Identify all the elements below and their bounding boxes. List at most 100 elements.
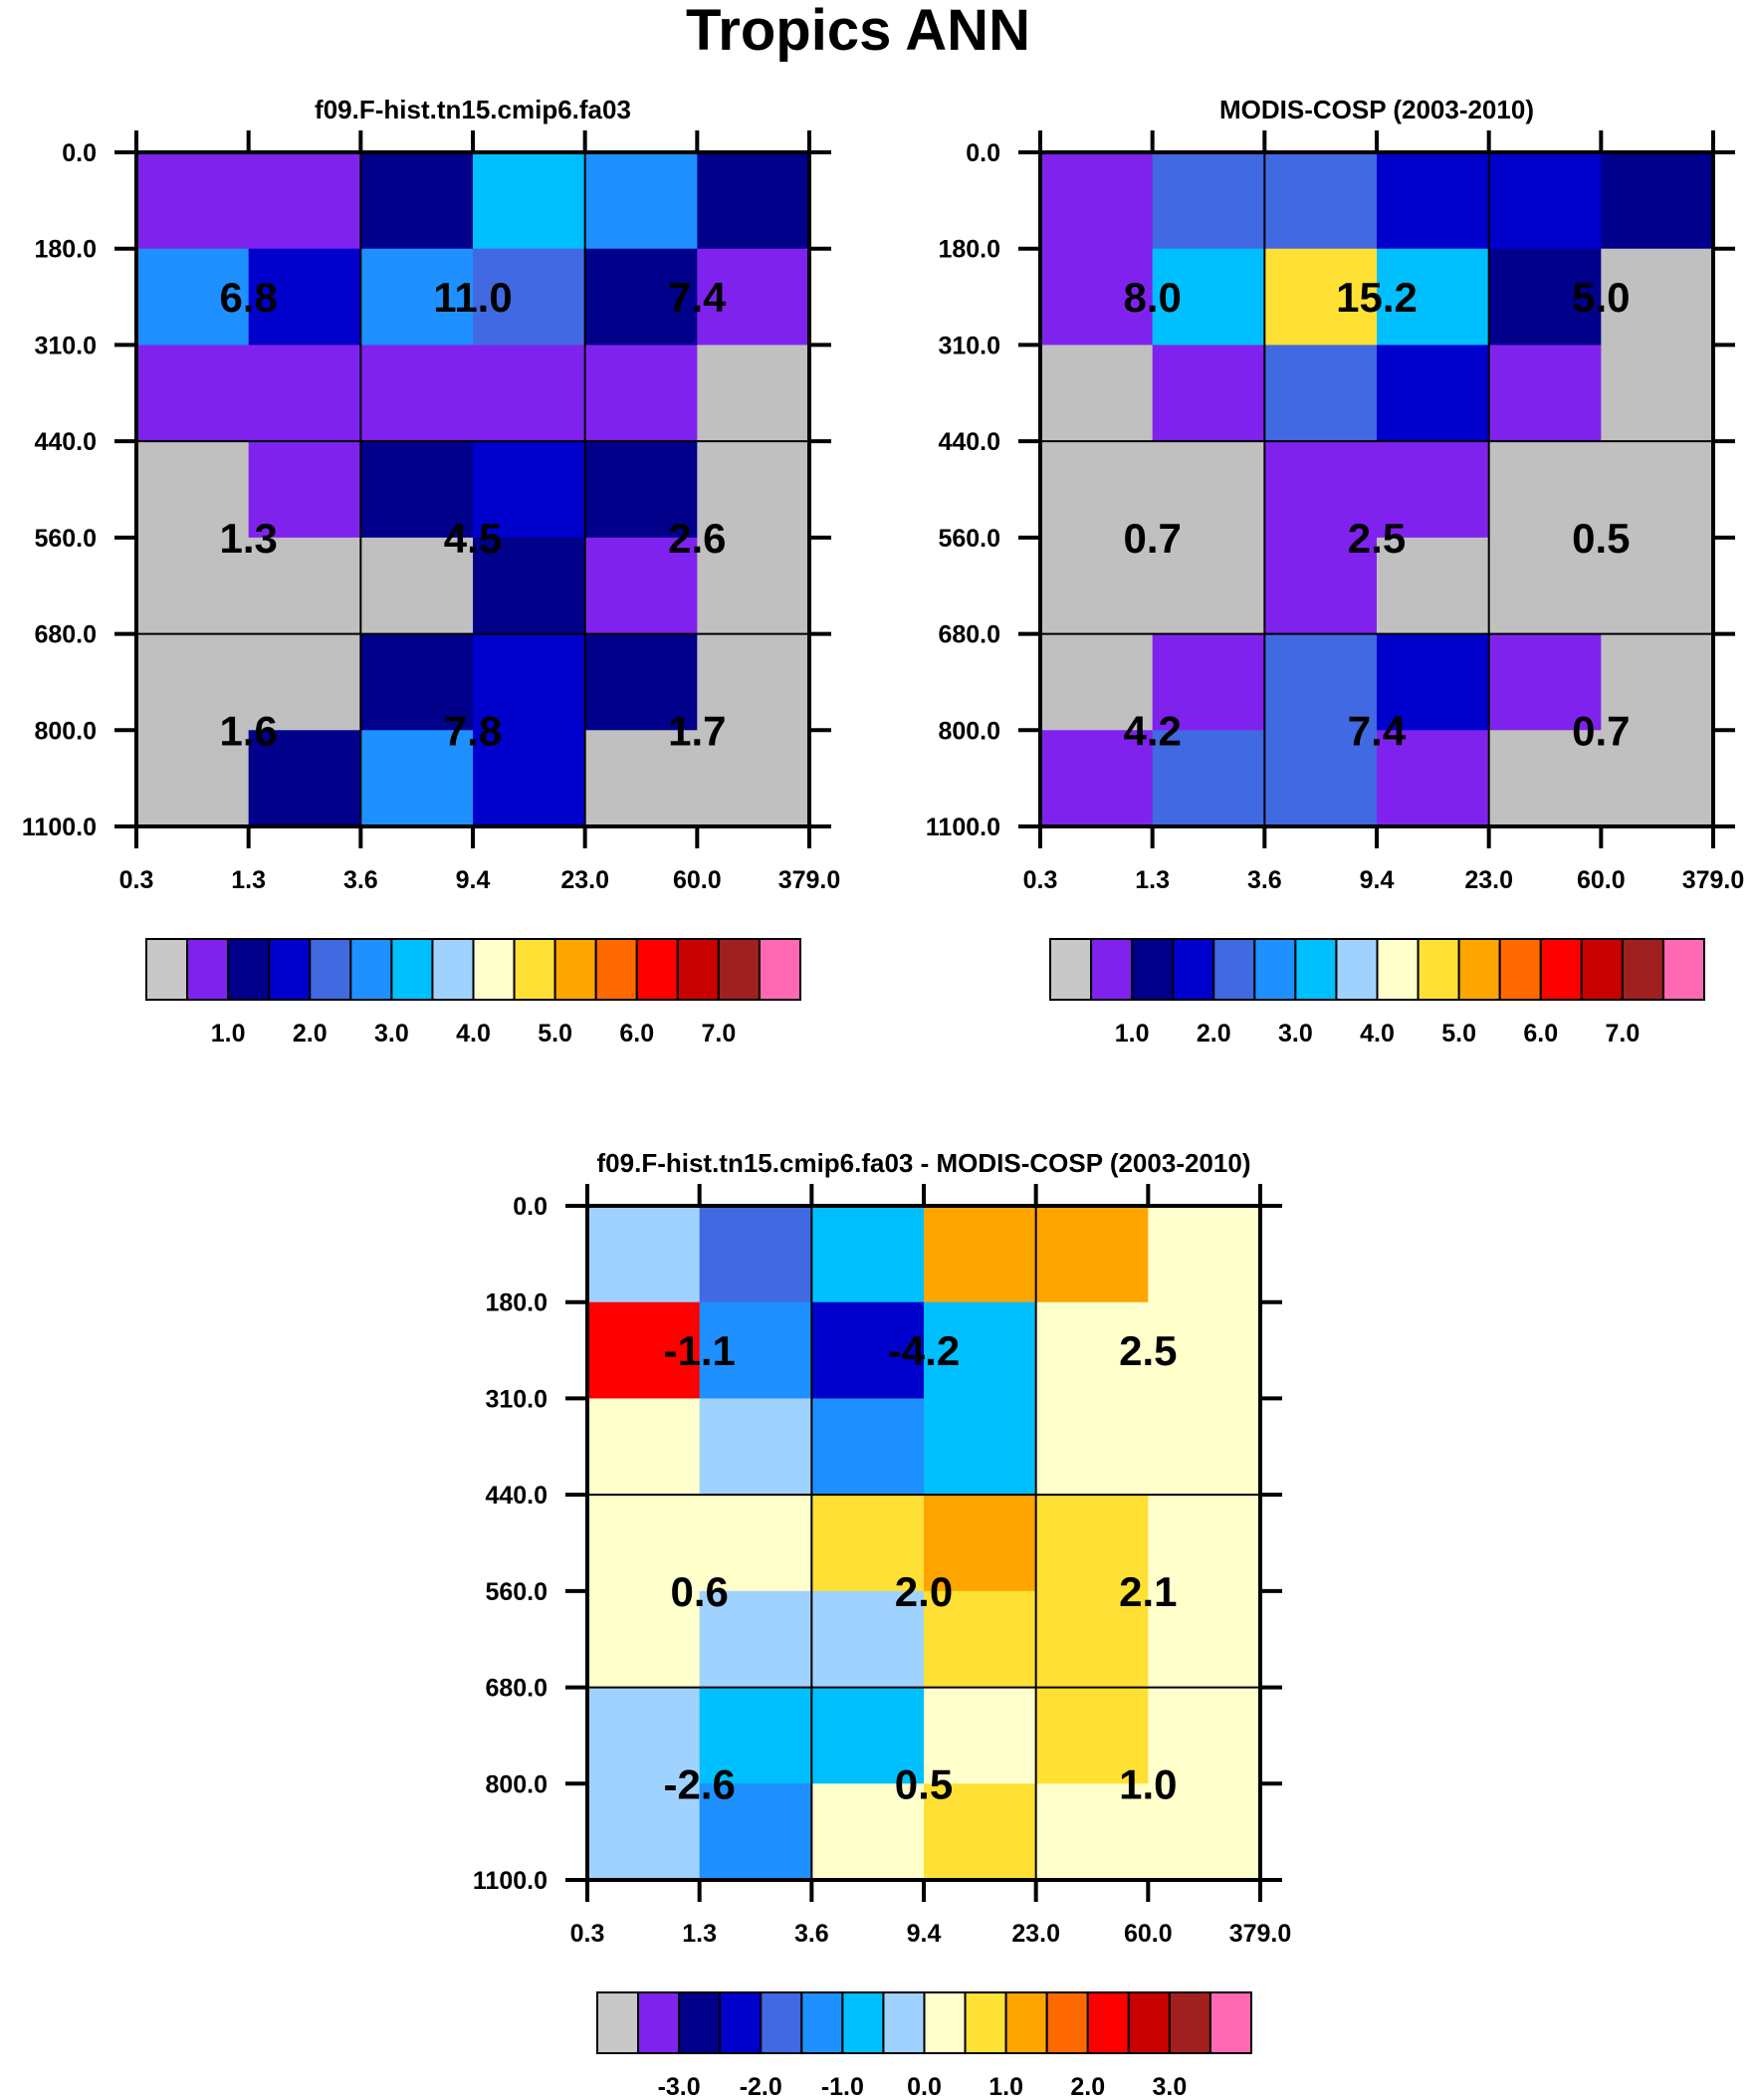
heatmap-cell [136,152,250,250]
colorbar-label: -1.0 [821,2073,864,2100]
y-tick-label: 560.0 [34,525,97,553]
heatmap-cell [1601,730,1714,827]
colorbar-label: 4.0 [456,1020,491,1048]
x-tick-label: 3.6 [794,1920,829,1948]
x-tick-label: 1.3 [231,866,266,894]
heatmap-panel-3: f09.F-hist.tn15.cmip6.fa03 - MODIS-COSP … [473,1148,1291,2100]
y-tick-label: 680.0 [485,1675,548,1703]
colorbar-box [1127,1991,1171,2054]
colorbar-box [553,938,597,1001]
heatmap-cell [248,345,361,442]
heatmap-cell [1377,152,1490,250]
colorbar-box [1208,1991,1252,2054]
colorbar: -3.0 -2.0 -1.0 0.0 1.0 2.0 3.0 [596,1991,1252,2100]
heatmap-cell [1035,1495,1149,1592]
x-tick-label: 3.6 [1247,866,1282,894]
block-value-label: 2.5 [1119,1327,1177,1374]
heatmap-cell [248,441,361,539]
heatmap-cell [587,1398,701,1496]
colorbar-box [1621,938,1664,1001]
y-tick-label: 180.0 [34,236,97,264]
colorbar-box [1090,938,1134,1001]
y-tick-label: 680.0 [34,621,97,649]
heatmap-cell [1148,1687,1261,1784]
heatmap-cell [1601,248,1714,347]
block-value-label: 1.7 [668,707,726,754]
heatmap-cell [1035,1301,1149,1400]
block-value-label: 0.6 [670,1568,728,1615]
x-tick-label: 0.3 [570,1920,605,1948]
x-tick-label: 60.0 [673,866,722,894]
x-tick-label: 379.0 [778,866,841,894]
block-value-label: -1.1 [663,1327,735,1374]
heatmap-cell [811,1495,925,1592]
heatmap-cell [1601,537,1714,635]
heatmap-cell [1377,633,1490,731]
colorbar-box [1294,938,1338,1001]
heatmap-cell [360,152,474,250]
colorbar-box [637,1991,681,2054]
heatmap-cell [924,1495,1037,1592]
block-value-label: 7.8 [444,707,502,754]
heatmap-cell [248,730,361,827]
heatmap-cell [1601,441,1714,539]
colorbar-box [1131,938,1175,1001]
heatmap-cell [1152,537,1265,635]
y-tick-label: 1100.0 [473,1867,548,1895]
heatmap-cell [473,441,586,539]
colorbar-box [1086,1991,1130,2054]
heatmap-cell [1377,730,1490,827]
colorbar-box [227,938,271,1001]
heatmap-cell [136,441,250,539]
heatmap-cell [584,441,698,539]
heatmap-cell [924,1206,1037,1303]
block-value-label: 4.2 [1123,707,1181,754]
heatmap-cell [136,537,250,635]
heatmap-cell [584,537,698,635]
colorbar-box [1376,938,1420,1001]
x-tick-label: 23.0 [1464,866,1513,894]
colorbar-box [186,938,230,1001]
heatmap-cell [699,1495,812,1592]
heatmap-cell [811,1590,925,1689]
heatmap-cell [587,1495,701,1592]
colorbar-label: 5.0 [538,1020,572,1048]
heatmap-cell [1488,730,1602,827]
colorbar-label: 0.0 [907,2073,942,2100]
panel-title: f09.F-hist.tn15.cmip6.fa03 - MODIS-COSP … [597,1148,1251,1178]
block-value-label: 15.2 [1336,274,1418,321]
heatmap-cell [1601,345,1714,442]
heatmap-cell [248,152,361,250]
heatmap-cell [584,345,698,442]
heatmap-cell [360,248,474,347]
block-value-label: 2.5 [1348,515,1406,562]
heatmap-cell [1488,441,1602,539]
heatmap-cell [584,152,698,250]
y-tick-label: 1100.0 [926,814,1000,841]
heatmap-cell [924,1301,1037,1400]
heatmap-cell [1040,345,1154,442]
colorbar-box [596,1991,640,2054]
colorbar-label: -2.0 [740,2073,782,2100]
colorbar-box [268,938,312,1001]
x-tick-label: 9.4 [907,1920,942,1948]
colorbar-box [472,938,516,1001]
x-tick-label: 9.4 [456,866,491,894]
y-tick-label: 0.0 [966,139,1000,167]
heatmap-cell [587,1301,701,1400]
heatmap-cell [136,248,250,347]
colorbar-label: 2.0 [1070,2073,1105,2100]
heatmap-cell [1035,1687,1149,1784]
heatmap-cell [1152,152,1265,250]
heatmap-cell [1264,537,1378,635]
heatmap-cell [1035,1398,1149,1496]
heatmap-cell [1152,345,1265,442]
heatmap-cell [473,730,586,827]
heatmap-cell [360,537,474,635]
colorbar-label: 3.0 [1278,1020,1313,1048]
x-tick-label: 60.0 [1577,866,1626,894]
y-tick-label: 800.0 [938,717,1000,745]
y-tick-label: 560.0 [938,525,1000,553]
block-value-label: 2.1 [1119,1568,1177,1615]
x-tick-label: 0.3 [1023,866,1058,894]
